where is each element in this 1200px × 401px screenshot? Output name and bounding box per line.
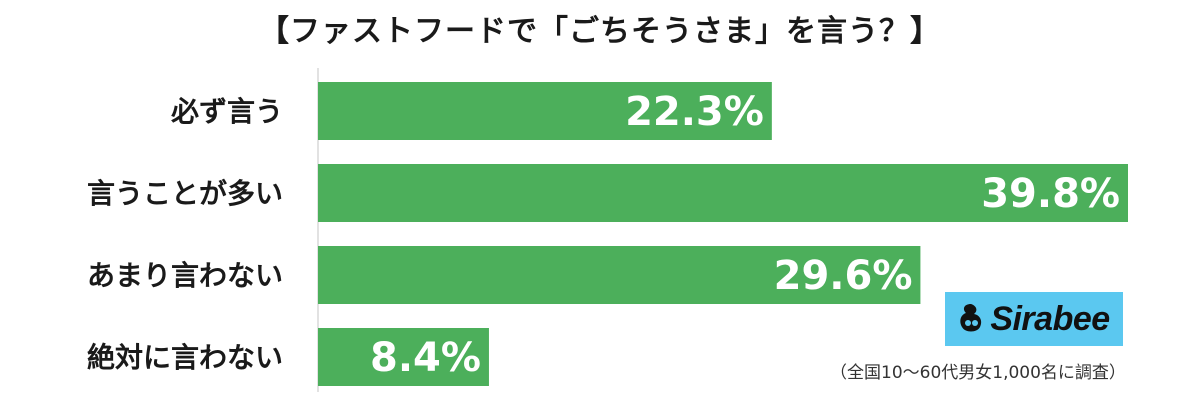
bar-3 xyxy=(318,246,921,304)
sirabee-logo: Sirabee xyxy=(945,292,1123,346)
value-label-3: 29.6% xyxy=(774,253,913,299)
value-label-4: 8.4% xyxy=(370,335,481,381)
category-label-4: 絶対に言わない xyxy=(87,341,283,374)
category-label-3: あまり言わない xyxy=(87,259,283,292)
logo-text: Sirabee xyxy=(990,299,1110,338)
category-label-1: 必ず言う xyxy=(171,95,283,128)
sirabee-mark-icon xyxy=(958,302,984,336)
value-label-2: 39.8% xyxy=(981,171,1120,217)
bar-1 xyxy=(318,82,772,140)
value-label-1: 22.3% xyxy=(625,89,764,135)
survey-footnote: （全国10〜60代男女1,000名に調査） xyxy=(830,363,1126,383)
bar-2 xyxy=(318,164,1128,222)
category-label-2: 言うことが多い xyxy=(87,177,283,210)
bars-group: 必ず言う 22.3% 言うことが多い 39.8% あまり言わない 29.6% 絶対に言わない… xyxy=(87,82,1128,386)
chart-title: 【ファストフードで「ごちそうさま」を言う？】 xyxy=(259,14,941,49)
bar-4 xyxy=(318,328,489,386)
